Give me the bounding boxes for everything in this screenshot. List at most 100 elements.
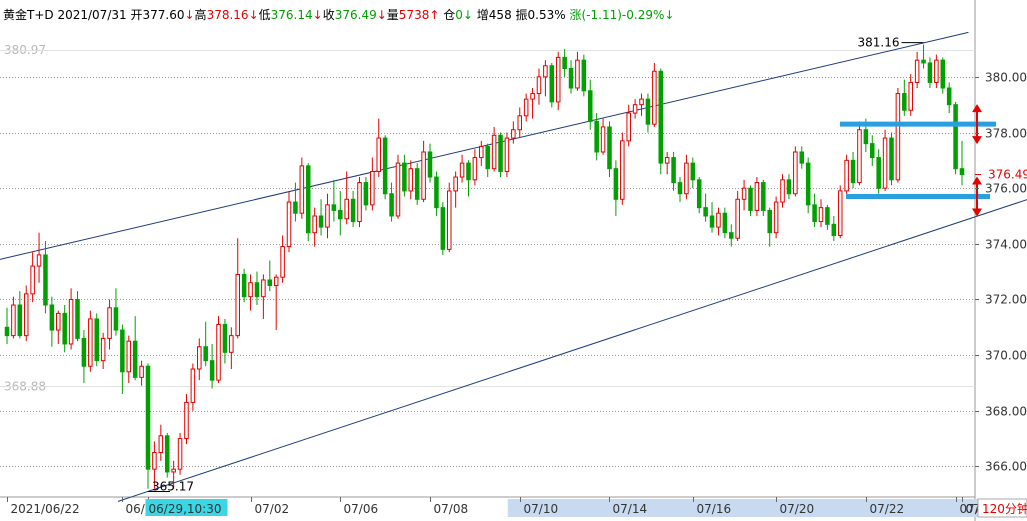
candle[interactable] — [126, 335, 132, 383]
candle[interactable] — [703, 193, 708, 222]
candle[interactable] — [722, 207, 728, 239]
candle[interactable] — [581, 54, 587, 97]
candle[interactable] — [395, 154, 401, 219]
candle[interactable] — [363, 177, 369, 211]
candle[interactable] — [818, 199, 824, 228]
selected-date-marker[interactable] — [145, 499, 228, 516]
candle[interactable] — [305, 163, 311, 242]
candle[interactable] — [831, 215, 837, 242]
candle[interactable] — [203, 321, 208, 367]
candle[interactable] — [511, 121, 516, 144]
candle[interactable] — [498, 132, 503, 178]
candle[interactable] — [934, 54, 939, 88]
candle[interactable] — [254, 271, 260, 306]
candle[interactable] — [684, 154, 689, 200]
candle[interactable] — [517, 107, 523, 139]
candle[interactable] — [805, 157, 811, 214]
candle[interactable] — [190, 363, 196, 411]
candle[interactable] — [75, 291, 80, 342]
candle[interactable] — [696, 177, 702, 214]
candle[interactable] — [562, 49, 567, 77]
candle[interactable] — [158, 424, 164, 461]
candle[interactable] — [568, 60, 574, 94]
candle[interactable] — [152, 441, 157, 489]
candle[interactable] — [530, 87, 535, 119]
candle[interactable] — [389, 182, 394, 222]
candle[interactable] — [754, 177, 760, 216]
candle[interactable] — [459, 154, 465, 183]
candle[interactable] — [286, 190, 292, 253]
candle[interactable] — [440, 202, 446, 255]
candle[interactable] — [895, 87, 901, 183]
candle[interactable] — [434, 171, 439, 216]
candle[interactable] — [421, 140, 426, 203]
candle[interactable] — [677, 177, 683, 203]
candle[interactable] — [664, 151, 670, 175]
candle[interactable] — [299, 157, 305, 219]
candle[interactable] — [658, 68, 664, 175]
candle[interactable] — [88, 310, 93, 372]
candle[interactable] — [177, 433, 183, 475]
candle[interactable] — [735, 190, 740, 242]
candle[interactable] — [786, 174, 792, 200]
candle[interactable] — [632, 99, 638, 119]
candle[interactable] — [767, 207, 772, 247]
candle[interactable] — [953, 101, 958, 175]
candle[interactable] — [184, 394, 189, 445]
candle[interactable] — [671, 151, 676, 191]
candles[interactable] — [4, 44, 965, 489]
candle[interactable] — [357, 177, 362, 228]
candle[interactable] — [793, 146, 798, 197]
candle[interactable] — [248, 274, 253, 311]
candle[interactable] — [43, 241, 48, 314]
candle[interactable] — [472, 149, 478, 186]
candle[interactable] — [773, 196, 779, 239]
candle[interactable] — [607, 121, 612, 178]
candle[interactable] — [427, 143, 433, 183]
candle[interactable] — [222, 318, 228, 364]
candle[interactable] — [748, 185, 753, 216]
selected-date-label[interactable]: 06/29,10:30 — [149, 502, 222, 516]
candle[interactable] — [267, 260, 273, 292]
candle[interactable] — [261, 274, 266, 319]
candle[interactable] — [825, 204, 830, 230]
candle[interactable] — [709, 202, 715, 233]
candle[interactable] — [370, 157, 375, 211]
candle[interactable] — [331, 179, 337, 222]
candle[interactable] — [4, 307, 10, 344]
candle[interactable] — [36, 232, 42, 283]
candle[interactable] — [145, 363, 151, 489]
candle[interactable] — [940, 57, 946, 94]
candle[interactable] — [600, 118, 606, 155]
candle[interactable] — [908, 74, 913, 116]
candle[interactable] — [882, 129, 888, 191]
candle[interactable] — [594, 113, 599, 161]
candle[interactable] — [626, 104, 631, 147]
candle[interactable] — [914, 51, 920, 88]
candle[interactable] — [344, 171, 349, 225]
candle[interactable] — [857, 121, 862, 186]
candle[interactable] — [504, 132, 510, 178]
candle[interactable] — [56, 310, 61, 344]
candle[interactable] — [543, 60, 548, 97]
candle[interactable] — [876, 149, 881, 194]
candle[interactable] — [11, 296, 16, 339]
candle[interactable] — [62, 305, 67, 353]
candle[interactable] — [30, 252, 35, 303]
candle[interactable] — [812, 193, 817, 228]
candle[interactable] — [197, 338, 202, 381]
candle[interactable] — [613, 160, 619, 216]
candle[interactable] — [466, 160, 471, 197]
candle[interactable] — [921, 44, 926, 69]
candle[interactable] — [799, 146, 805, 169]
candle[interactable] — [620, 132, 625, 205]
period-label[interactable]: 120分钟 — [982, 501, 1027, 516]
candle[interactable] — [120, 324, 125, 395]
candle[interactable] — [844, 154, 849, 197]
candle[interactable] — [536, 68, 542, 105]
candle[interactable] — [587, 79, 593, 130]
period-selector[interactable] — [977, 498, 1027, 518]
candle[interactable] — [338, 190, 343, 236]
candle[interactable] — [235, 238, 241, 339]
